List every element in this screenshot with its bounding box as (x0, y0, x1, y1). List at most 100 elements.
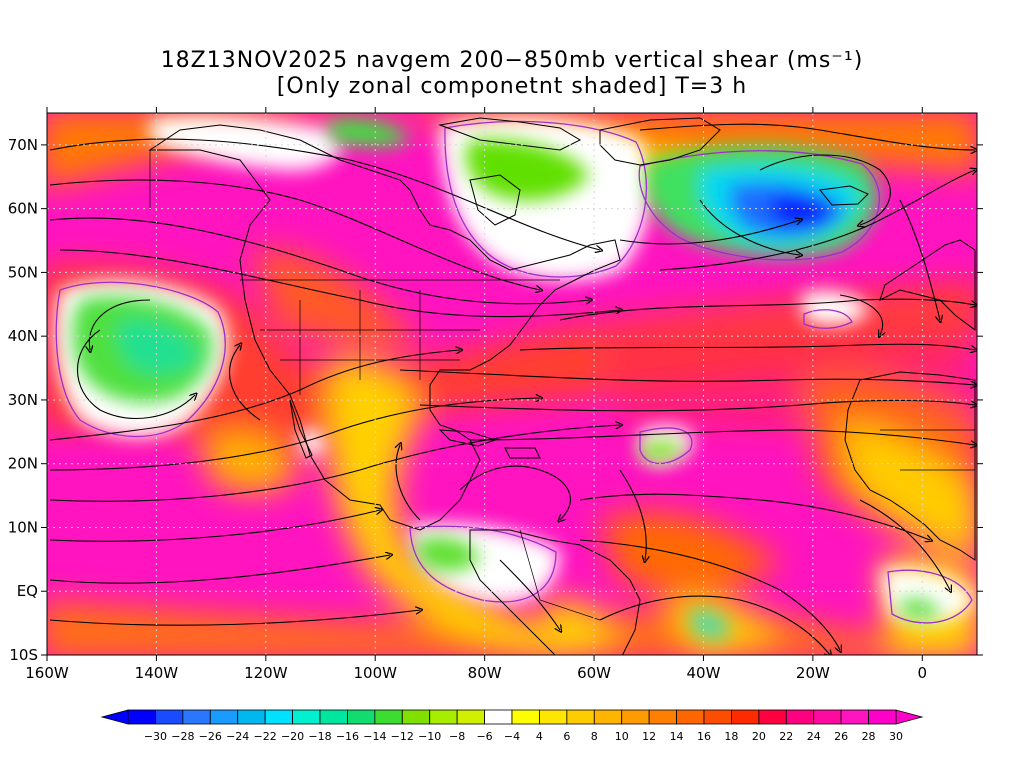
longitude-labels: 160W 140W 120W 100W 80W 60W 40W 20W 0 (25, 664, 927, 682)
lon-label: 140W (135, 664, 179, 682)
colorbar-swatch (758, 709, 787, 725)
colorbar-swatch (264, 709, 293, 725)
north-america-coast (148, 124, 621, 531)
colorbar-swatch (511, 709, 540, 725)
colorbar-low-arrow (100, 709, 129, 725)
colorbar-label: −4 (504, 730, 520, 743)
borders (149, 150, 975, 621)
lon-label: 40W (687, 664, 721, 682)
colorbar-label: 20 (752, 730, 766, 743)
colorbar-swatch (868, 709, 897, 725)
colorbar-swatch (676, 709, 705, 725)
colorbar-label: 10 (615, 730, 629, 743)
lat-label: 20N (8, 455, 38, 473)
colorbar-label: 26 (834, 730, 848, 743)
colorbar-label: 30 (889, 730, 903, 743)
colorbar-label: −14 (363, 730, 386, 743)
colorbar-swatch (566, 709, 595, 725)
lat-label: 10S (9, 646, 38, 664)
map-subtitle: [Only zonal componetnt shaded] T=3 h (276, 74, 748, 99)
south-america-coast (469, 529, 641, 655)
colorbar-label: −26 (199, 730, 222, 743)
iceland (819, 185, 869, 206)
colorbar-swatch (539, 709, 568, 725)
colorbar-swatch (484, 709, 513, 725)
streamlines (49, 123, 975, 655)
colorbar-swatch (292, 709, 321, 725)
lat-label: 30N (8, 391, 38, 409)
colorbar-label: 6 (563, 730, 570, 743)
map-title: 18Z13NOV2025 navgem 200−850mb vertical s… (160, 48, 864, 73)
zero-contours (55, 120, 973, 624)
colorbar-label: −16 (336, 730, 359, 743)
lat-label: 60N (8, 200, 38, 218)
graticule (47, 113, 977, 655)
colorbar-swatch (840, 709, 869, 725)
colorbar-high-arrow (895, 709, 924, 725)
colorbar-swatch (703, 709, 732, 725)
lat-label: 40N (8, 327, 38, 345)
colorbar-label: 28 (862, 730, 876, 743)
colorbar-swatch (155, 709, 184, 725)
colorbar-label: −24 (226, 730, 249, 743)
colorbar-swatch (127, 709, 156, 725)
colorbar-swatch (593, 709, 623, 725)
colorbar-label: 14 (670, 730, 684, 743)
baja-california (289, 399, 313, 459)
latitude-labels: 70N 60N 50N 40N 30N 20N 10N EQ 10S (8, 136, 38, 664)
colorbar-label: −22 (254, 730, 277, 743)
colorbar-swatch (209, 709, 239, 725)
colorbar-label: 22 (779, 730, 793, 743)
colorbar-label: 12 (642, 730, 656, 743)
coastlines (148, 117, 976, 655)
lon-label: 60W (577, 664, 611, 682)
colorbar: −30 −28 −26 −24 −22 −20 −18 −16 −14 −12 −10 −8 −6 −4 4… (100, 709, 924, 743)
colorbar-label: −18 (308, 730, 331, 743)
colorbar-swatch (429, 709, 458, 725)
colorbar-swatch (785, 709, 815, 725)
shear-shading (47, 113, 977, 655)
colorbar-swatch (456, 709, 485, 725)
lon-label: 0 (918, 664, 928, 682)
lon-label: 100W (354, 664, 398, 682)
lat-label: EQ (17, 582, 38, 600)
lon-label: 120W (244, 664, 288, 682)
colorbar-swatch (648, 709, 677, 725)
colorbar-swatch (813, 709, 842, 725)
colorbar-label: 4 (536, 730, 543, 743)
colorbar-label: 8 (591, 730, 598, 743)
colorbar-swatch (182, 709, 211, 725)
lat-label: 50N (8, 263, 38, 281)
hudson-bay (469, 174, 521, 226)
colorbar-label: 18 (724, 730, 738, 743)
cuba (438, 429, 497, 447)
colorbar-label: −20 (281, 730, 304, 743)
lon-label: 20W (796, 664, 830, 682)
lon-label: 80W (468, 664, 502, 682)
canada-islands (438, 117, 582, 151)
lat-label: 70N (8, 136, 38, 154)
colorbar-swatch (621, 709, 650, 725)
colorbar-swatch (319, 709, 348, 725)
colorbar-label: −8 (449, 730, 465, 743)
axis-ticks (41, 107, 983, 661)
plot-frame (46, 112, 978, 656)
colorbar-label: −12 (391, 730, 414, 743)
colorbar-label: −10 (418, 730, 441, 743)
africa-coast (844, 371, 976, 561)
hispaniola (504, 447, 541, 459)
colorbar-label: −28 (171, 730, 194, 743)
colorbar-swatch (237, 709, 266, 725)
colorbar-label: −30 (144, 730, 167, 743)
greenland-coast (599, 117, 721, 166)
colorbar-swatch (401, 709, 431, 725)
europe-coast (879, 239, 976, 331)
colorbar-swatch (374, 709, 403, 725)
colorbar-swatch (347, 709, 376, 725)
colorbar-label: 16 (697, 730, 711, 743)
lon-label: 160W (25, 664, 69, 682)
colorbar-label: −6 (476, 730, 492, 743)
lat-label: 10N (8, 518, 38, 536)
colorbar-label: 24 (807, 730, 821, 743)
